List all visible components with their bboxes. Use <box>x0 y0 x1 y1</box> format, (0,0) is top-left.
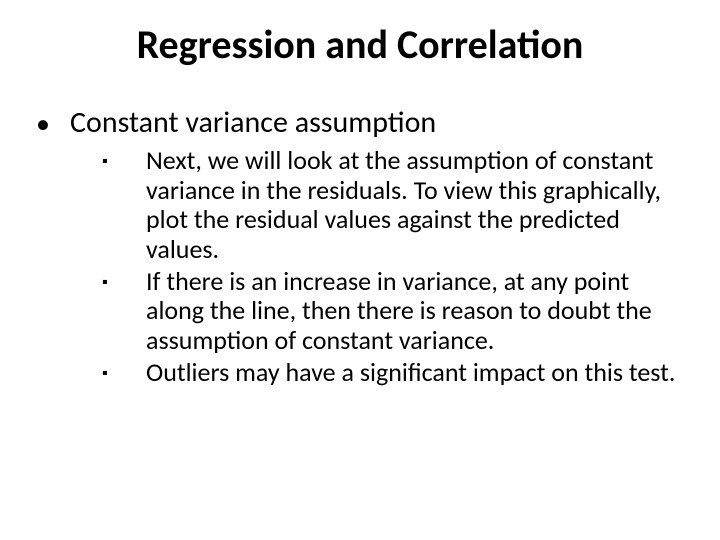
l1-text: Constant variance assumption <box>70 106 436 140</box>
square-bullet-icon: ▪ <box>102 358 146 382</box>
bullet-level-2: ▪ Outliers may have a significant impact… <box>102 358 680 388</box>
bullet-level-1: • Constant variance assumption <box>36 106 680 140</box>
dot-bullet-icon: • <box>36 106 70 140</box>
slide-title: Regression and Correlation <box>0 20 720 69</box>
slide: Regression and Correlation • Constant va… <box>0 0 720 540</box>
l2-text: Next, we will look at the assumption of … <box>146 146 680 265</box>
bullet-level-2: ▪ Next, we will look at the assumption o… <box>102 146 680 265</box>
square-bullet-icon: ▪ <box>102 146 146 170</box>
bullet-level-2-group: ▪ Next, we will look at the assumption o… <box>102 146 680 387</box>
l2-text: If there is an increase in variance, at … <box>146 267 680 356</box>
l2-text: Outliers may have a significant impact o… <box>146 358 675 388</box>
square-bullet-icon: ▪ <box>102 267 146 291</box>
bullet-level-2: ▪ If there is an increase in variance, a… <box>102 267 680 356</box>
slide-body: • Constant variance assumption ▪ Next, w… <box>36 106 680 389</box>
